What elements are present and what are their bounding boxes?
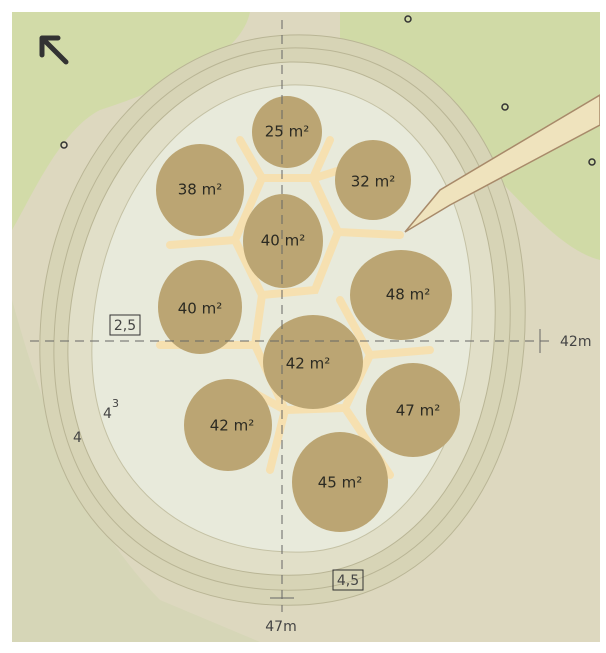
plot — [156, 144, 244, 236]
margin-label: 4,5 — [337, 573, 359, 589]
tree-marker — [404, 15, 412, 23]
tree-marker — [501, 103, 509, 111]
plot — [158, 260, 242, 354]
plot-label: 47 m² — [396, 402, 440, 420]
north-arrow — [39, 35, 69, 65]
width-label: 42m — [560, 334, 591, 350]
dim-box — [109, 314, 141, 336]
plot — [252, 96, 322, 168]
plot-label: 48 m² — [386, 286, 430, 304]
dim-box — [332, 569, 364, 591]
plot-label: 42 m² — [286, 355, 330, 373]
axes — [30, 20, 555, 612]
plot — [292, 432, 388, 532]
plot — [243, 194, 323, 288]
tree-marker — [60, 141, 68, 149]
plan-drawing — [12, 12, 600, 642]
plot-label: 45 m² — [318, 474, 362, 492]
plot — [350, 250, 452, 340]
plot — [263, 315, 363, 409]
level-label: 4 — [103, 406, 112, 422]
plot — [184, 379, 272, 471]
tree-marker — [588, 158, 596, 166]
height-label: 47m — [265, 619, 296, 635]
plot-label: 40 m² — [261, 232, 305, 250]
plots — [156, 96, 460, 532]
level-label: 4 — [73, 430, 82, 446]
vegetation — [12, 300, 260, 642]
plot-label: 42 m² — [210, 417, 254, 435]
plot — [366, 363, 460, 457]
plot-label: 38 m² — [178, 181, 222, 199]
plot-label: 25 m² — [265, 123, 309, 141]
bridge — [404, 94, 600, 233]
plot — [335, 140, 411, 220]
plot-label: 40 m² — [178, 300, 222, 318]
level-superscript: 3 — [112, 397, 119, 410]
margin-label: 2,5 — [114, 318, 136, 334]
plot-label: 32 m² — [351, 173, 395, 191]
